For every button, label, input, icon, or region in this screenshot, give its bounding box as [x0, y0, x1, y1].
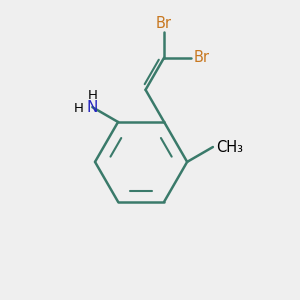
Text: H: H: [74, 102, 84, 115]
Text: H: H: [87, 89, 97, 102]
Text: N: N: [87, 100, 98, 115]
Text: CH₃: CH₃: [216, 140, 243, 154]
Text: Br: Br: [193, 50, 209, 65]
Text: Br: Br: [156, 16, 172, 31]
